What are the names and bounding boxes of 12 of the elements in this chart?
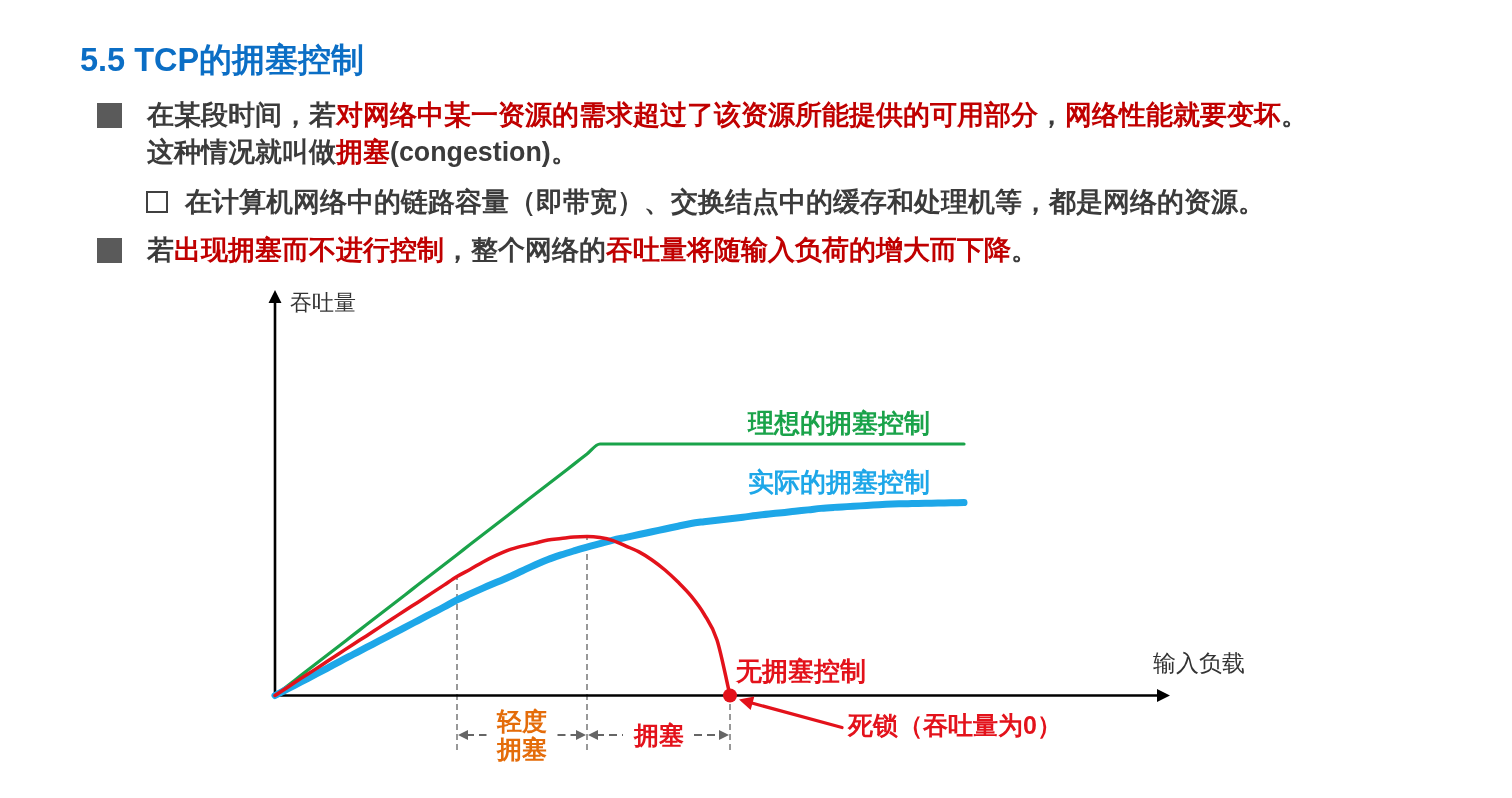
text: 若出现拥塞而不进行控制，整个网络的吞吐量将随输入负荷的增大而下降。 [147,235,1038,265]
text: 在计算机网络中的链路容量（即带宽）、交换结点中的缓存和处理机等，都是网络的资源。 [185,187,1265,217]
series-label: 实际的拥塞控制 [748,466,930,497]
series-label: 理想的拥塞控制 [747,408,930,438]
chart-title: 5.5 TCP的拥塞控制 [80,41,365,80]
text: 死锁（吞吐量为0） [847,710,1062,739]
series-label: 无拥塞控制 [735,656,866,686]
text: 输入负载 [1153,650,1245,676]
text: 拥塞 [632,721,684,749]
text: 吞吐量 [290,289,356,315]
text: 轻度拥塞 [496,707,547,763]
text: 在某段时间，若对网络中某一资源的需求超过了该资源所能提供的可用部分，网络性能就要变坏。这种情况就叫做拥塞(congestion)。 [147,100,1308,167]
